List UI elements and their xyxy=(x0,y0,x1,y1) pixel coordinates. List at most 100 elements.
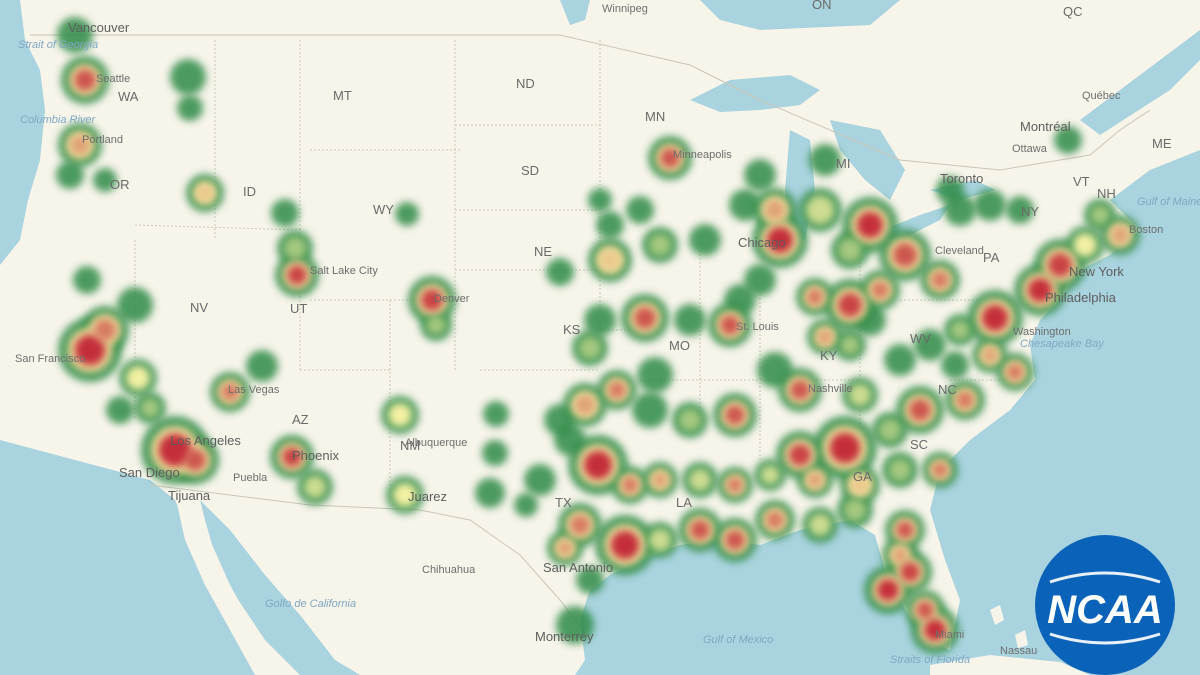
water-label: Golfo de California xyxy=(265,598,356,610)
city-label: Chicago xyxy=(738,235,786,250)
city-label: Phoenix xyxy=(292,448,339,463)
heat-spot-halo xyxy=(177,95,203,121)
heat-spot-halo xyxy=(1006,196,1034,224)
state-label: NV xyxy=(190,300,208,315)
heat-spot-halo xyxy=(57,17,93,53)
heat-spot-core xyxy=(892,242,918,268)
state-label: SD xyxy=(521,163,539,178)
cuba xyxy=(930,655,1090,675)
city-label: Vancouver xyxy=(68,20,130,35)
heat-spot-core xyxy=(74,334,106,366)
us-mexico-border xyxy=(149,484,591,641)
us-canada-border xyxy=(30,34,1151,171)
heat-spot-core xyxy=(621,476,639,494)
heat-spot-core xyxy=(184,449,206,471)
ncaa-logo: NCAA xyxy=(1035,535,1175,675)
heat-spot-core xyxy=(652,472,668,488)
state-label: UT xyxy=(290,301,307,316)
heat-spot-core xyxy=(1006,363,1024,381)
state-label: PA xyxy=(983,250,1000,265)
heat-spot-core xyxy=(877,579,899,601)
city-label: Québec xyxy=(1082,90,1121,102)
city-label: Montréal xyxy=(1020,119,1071,134)
heat-spot-core xyxy=(690,520,710,540)
heat-spot-halo xyxy=(554,424,586,456)
state-label: WV xyxy=(910,331,931,346)
heat-spot-mid xyxy=(283,236,307,260)
heat-spot-core xyxy=(982,347,998,363)
city-label: Los Angeles xyxy=(170,433,241,448)
heat-spot-core xyxy=(932,462,948,478)
heat-spot-core xyxy=(806,288,824,306)
heat-spot-halo xyxy=(514,493,538,517)
heat-spot-core xyxy=(837,292,863,318)
city-label: Ottawa xyxy=(1012,143,1048,155)
state-label: ID xyxy=(243,184,256,199)
heat-spot-core xyxy=(570,515,590,535)
heat-spot-core xyxy=(789,444,811,466)
state-label: MT xyxy=(333,88,352,103)
heat-spot-core xyxy=(158,433,192,467)
heat-spot-core xyxy=(766,511,784,529)
heat-spot-mid xyxy=(1090,205,1110,225)
state-label: ME xyxy=(1152,136,1172,151)
heat-spot-mid xyxy=(808,513,832,537)
state-label: WA xyxy=(118,89,139,104)
city-label: Washington xyxy=(1013,326,1071,338)
heat-spot-core xyxy=(1111,226,1129,244)
heat-spot-mid xyxy=(843,498,867,522)
heat-spot-mid xyxy=(648,528,672,552)
heat-layer xyxy=(56,17,1140,654)
heat-spot-halo xyxy=(475,478,505,508)
heat-spot-core xyxy=(221,383,239,401)
state-label: MO xyxy=(669,338,690,353)
heat-spot-core xyxy=(282,447,302,467)
state-label: MN xyxy=(645,109,665,124)
heat-spot-mid xyxy=(303,475,327,499)
heat-spot-halo xyxy=(674,304,706,336)
water-label: Gulf of Maine xyxy=(1137,196,1200,208)
heat-spot-core xyxy=(725,530,745,550)
heat-spot-core xyxy=(196,184,214,202)
city-label: Las Vegas xyxy=(228,384,280,396)
lake-winnipeg xyxy=(560,0,590,25)
heat-spot-halo xyxy=(556,606,594,644)
state-label: NH xyxy=(1097,186,1116,201)
heat-spot-core xyxy=(851,476,869,494)
heat-spot-core xyxy=(634,307,656,329)
hudson-bay xyxy=(700,0,900,30)
heat-spot-halo xyxy=(482,440,508,466)
heat-spot-halo xyxy=(884,344,916,376)
city-label: Puebla xyxy=(233,472,268,484)
heat-spot-halo xyxy=(941,351,969,379)
city-label: New York xyxy=(1069,264,1124,279)
heat-spot-halo xyxy=(974,189,1006,221)
state-label: OR xyxy=(110,177,130,192)
heat-spot-core xyxy=(900,562,920,582)
heat-spot-halo xyxy=(73,266,101,294)
heat-spot-core xyxy=(765,200,785,220)
heat-spot-core xyxy=(70,135,90,155)
city-label: San Francisco xyxy=(15,353,85,365)
heat-spot-core xyxy=(1027,277,1053,303)
heat-spot-core xyxy=(94,319,116,341)
heat-spot-halo xyxy=(483,401,509,427)
heat-spot-mid xyxy=(848,383,872,407)
heat-spot-halo xyxy=(632,392,668,428)
city-label: Winnipeg xyxy=(602,3,648,15)
city-label: Boston xyxy=(1129,224,1163,236)
heat-spot-halo xyxy=(588,188,612,212)
heat-spot-halo xyxy=(744,159,776,191)
state-label: WY xyxy=(373,202,394,217)
city-label: Chihuahua xyxy=(422,564,476,576)
city-label: Denver xyxy=(434,293,470,305)
city-label: Cleveland xyxy=(935,245,984,257)
heat-spot-mid xyxy=(838,238,862,262)
water-label: Chesapeake Bay xyxy=(1020,338,1105,350)
city-label: San Antonio xyxy=(543,560,613,575)
city-label: Salt Lake City xyxy=(310,265,378,277)
heat-spot-halo xyxy=(117,287,153,323)
heat-spot-mid xyxy=(578,336,602,360)
